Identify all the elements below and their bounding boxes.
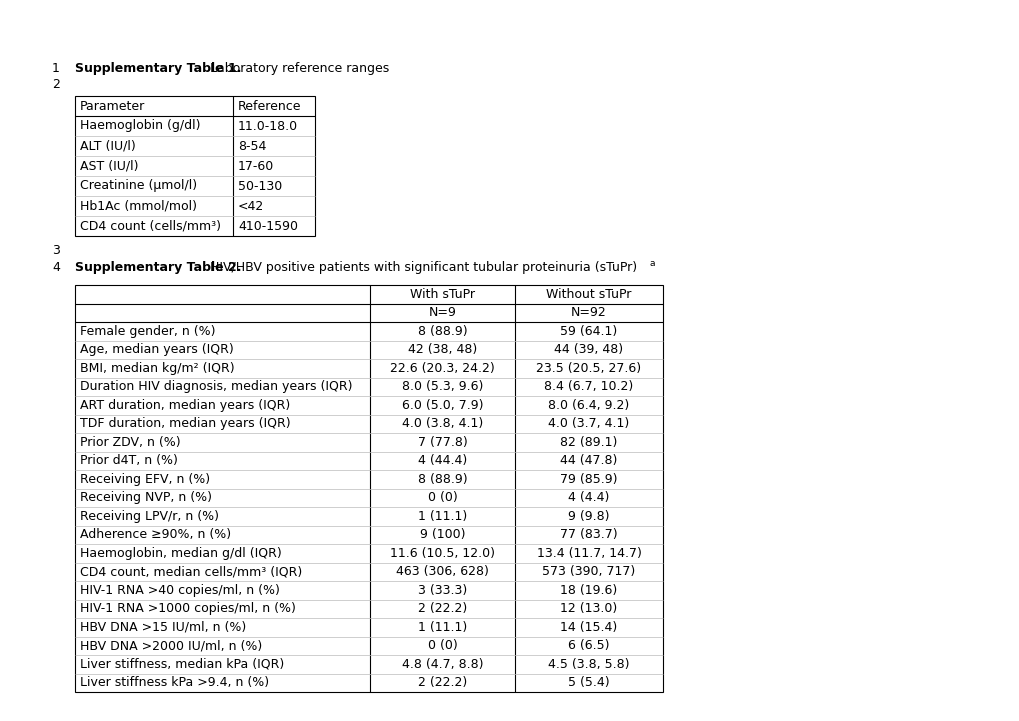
Text: HBV DNA >15 IU/ml, n (%): HBV DNA >15 IU/ml, n (%) <box>79 621 246 634</box>
Text: 463 (306, 628): 463 (306, 628) <box>395 565 488 578</box>
Text: Adherence ≥90%, n (%): Adherence ≥90%, n (%) <box>79 528 231 541</box>
Text: 4.0 (3.8, 4.1): 4.0 (3.8, 4.1) <box>401 417 483 430</box>
Text: 0 (0): 0 (0) <box>427 640 457 653</box>
Text: Haemoglobin (g/dl): Haemoglobin (g/dl) <box>79 120 201 133</box>
Text: N=92: N=92 <box>571 306 606 319</box>
Text: Supplementary Table 2.: Supplementary Table 2. <box>75 261 242 274</box>
Text: 44 (39, 48): 44 (39, 48) <box>554 343 623 356</box>
Text: 4.5 (3.8, 5.8): 4.5 (3.8, 5.8) <box>548 658 629 671</box>
Text: CD4 count (cells/mm³): CD4 count (cells/mm³) <box>79 219 221 232</box>
Text: Receiving LPV/r, n (%): Receiving LPV/r, n (%) <box>79 510 219 523</box>
Text: Liver stiffness kPa >9.4, n (%): Liver stiffness kPa >9.4, n (%) <box>79 676 269 689</box>
Text: Reference: Reference <box>237 99 302 112</box>
Text: Without sTuPr: Without sTuPr <box>546 288 631 301</box>
Text: 22.6 (20.3, 24.2): 22.6 (20.3, 24.2) <box>389 362 494 375</box>
Text: 9 (9.8): 9 (9.8) <box>568 510 609 523</box>
Text: ART duration, median years (IQR): ART duration, median years (IQR) <box>79 399 290 412</box>
Text: 59 (64.1): 59 (64.1) <box>559 324 618 337</box>
Text: 77 (83.7): 77 (83.7) <box>559 528 618 541</box>
Text: 17-60: 17-60 <box>237 159 274 172</box>
Text: 79 (85.9): 79 (85.9) <box>559 473 618 486</box>
Text: 2: 2 <box>52 78 60 91</box>
Text: Receiving NVP, n (%): Receiving NVP, n (%) <box>79 491 212 504</box>
Text: 1 (11.1): 1 (11.1) <box>418 510 467 523</box>
Text: 4 (4.4): 4 (4.4) <box>568 491 609 504</box>
Text: 23.5 (20.5, 27.6): 23.5 (20.5, 27.6) <box>536 362 641 375</box>
Text: 4: 4 <box>52 261 60 274</box>
Text: AST (IU/l): AST (IU/l) <box>79 159 139 172</box>
Text: CD4 count, median cells/mm³ (IQR): CD4 count, median cells/mm³ (IQR) <box>79 565 302 578</box>
Text: Prior d4T, n (%): Prior d4T, n (%) <box>79 454 177 467</box>
Text: Hb1Ac (mmol/mol): Hb1Ac (mmol/mol) <box>79 200 197 213</box>
Text: 11.6 (10.5, 12.0): 11.6 (10.5, 12.0) <box>389 547 494 559</box>
Text: 2 (22.2): 2 (22.2) <box>418 676 467 689</box>
Text: BMI, median kg/m² (IQR): BMI, median kg/m² (IQR) <box>79 362 234 375</box>
Text: HIV-1 RNA >1000 copies/ml, n (%): HIV-1 RNA >1000 copies/ml, n (%) <box>79 602 296 615</box>
Text: 13.4 (11.7, 14.7): 13.4 (11.7, 14.7) <box>536 547 641 559</box>
Text: Creatinine (μmol/l): Creatinine (μmol/l) <box>79 180 197 193</box>
Text: 1 (11.1): 1 (11.1) <box>418 621 467 634</box>
Text: Prior ZDV, n (%): Prior ZDV, n (%) <box>79 435 180 448</box>
Text: 6.0 (5.0, 7.9): 6.0 (5.0, 7.9) <box>401 399 483 412</box>
Text: 0 (0): 0 (0) <box>427 491 457 504</box>
Text: 8-54: 8-54 <box>237 139 266 153</box>
Text: Receiving EFV, n (%): Receiving EFV, n (%) <box>79 473 210 486</box>
Text: Supplementary Table 1.: Supplementary Table 1. <box>75 62 242 75</box>
Text: 8.4 (6.7, 10.2): 8.4 (6.7, 10.2) <box>544 380 633 393</box>
Text: 42 (38, 48): 42 (38, 48) <box>408 343 477 356</box>
Text: 82 (89.1): 82 (89.1) <box>559 435 618 448</box>
Text: 8 (88.9): 8 (88.9) <box>417 324 467 337</box>
Text: 410-1590: 410-1590 <box>237 219 298 232</box>
Text: 3 (33.3): 3 (33.3) <box>418 584 467 597</box>
Text: 8 (88.9): 8 (88.9) <box>417 473 467 486</box>
Text: 4 (44.4): 4 (44.4) <box>418 454 467 467</box>
Bar <box>75 96 315 236</box>
Text: a: a <box>649 259 655 268</box>
Text: 11.0-18.0: 11.0-18.0 <box>237 120 298 133</box>
Text: 8.0 (6.4, 9.2): 8.0 (6.4, 9.2) <box>548 399 629 412</box>
Text: Parameter: Parameter <box>79 99 145 112</box>
Text: 8.0 (5.3, 9.6): 8.0 (5.3, 9.6) <box>401 380 483 393</box>
Text: 5 (5.4): 5 (5.4) <box>568 676 609 689</box>
Text: 18 (19.6): 18 (19.6) <box>559 584 618 597</box>
Text: 4.8 (4.7, 8.8): 4.8 (4.7, 8.8) <box>401 658 483 671</box>
Text: 44 (47.8): 44 (47.8) <box>559 454 618 467</box>
Text: 2 (22.2): 2 (22.2) <box>418 602 467 615</box>
Text: 50-130: 50-130 <box>237 180 282 193</box>
Text: N=9: N=9 <box>428 306 455 319</box>
Text: Duration HIV diagnosis, median years (IQR): Duration HIV diagnosis, median years (IQ… <box>79 380 353 393</box>
Text: ALT (IU/l): ALT (IU/l) <box>79 139 136 153</box>
Text: 14 (15.4): 14 (15.4) <box>559 621 618 634</box>
Text: TDF duration, median years (IQR): TDF duration, median years (IQR) <box>79 417 290 430</box>
Text: Liver stiffness, median kPa (IQR): Liver stiffness, median kPa (IQR) <box>79 658 284 671</box>
Text: Age, median years (IQR): Age, median years (IQR) <box>79 343 233 356</box>
Text: 12 (13.0): 12 (13.0) <box>559 602 618 615</box>
Text: <42: <42 <box>237 200 264 213</box>
Bar <box>75 285 662 692</box>
Text: Haemoglobin, median g/dl (IQR): Haemoglobin, median g/dl (IQR) <box>79 547 281 559</box>
Text: 1: 1 <box>52 62 60 75</box>
Text: 3: 3 <box>52 244 60 257</box>
Text: 573 (390, 717): 573 (390, 717) <box>542 565 635 578</box>
Text: 6 (6.5): 6 (6.5) <box>568 640 609 653</box>
Text: Female gender, n (%): Female gender, n (%) <box>79 324 215 337</box>
Text: Laboratory reference ranges: Laboratory reference ranges <box>206 62 389 75</box>
Text: 9 (100): 9 (100) <box>420 528 465 541</box>
Text: HBV DNA >2000 IU/ml, n (%): HBV DNA >2000 IU/ml, n (%) <box>79 640 262 653</box>
Text: With sTuPr: With sTuPr <box>410 288 475 301</box>
Text: 7 (77.8): 7 (77.8) <box>417 435 467 448</box>
Text: HIV-1 RNA >40 copies/ml, n (%): HIV-1 RNA >40 copies/ml, n (%) <box>79 584 279 597</box>
Text: 4.0 (3.7, 4.1): 4.0 (3.7, 4.1) <box>548 417 629 430</box>
Text: HIV/HBV positive patients with significant tubular proteinuria (sTuPr): HIV/HBV positive patients with significa… <box>206 261 637 274</box>
